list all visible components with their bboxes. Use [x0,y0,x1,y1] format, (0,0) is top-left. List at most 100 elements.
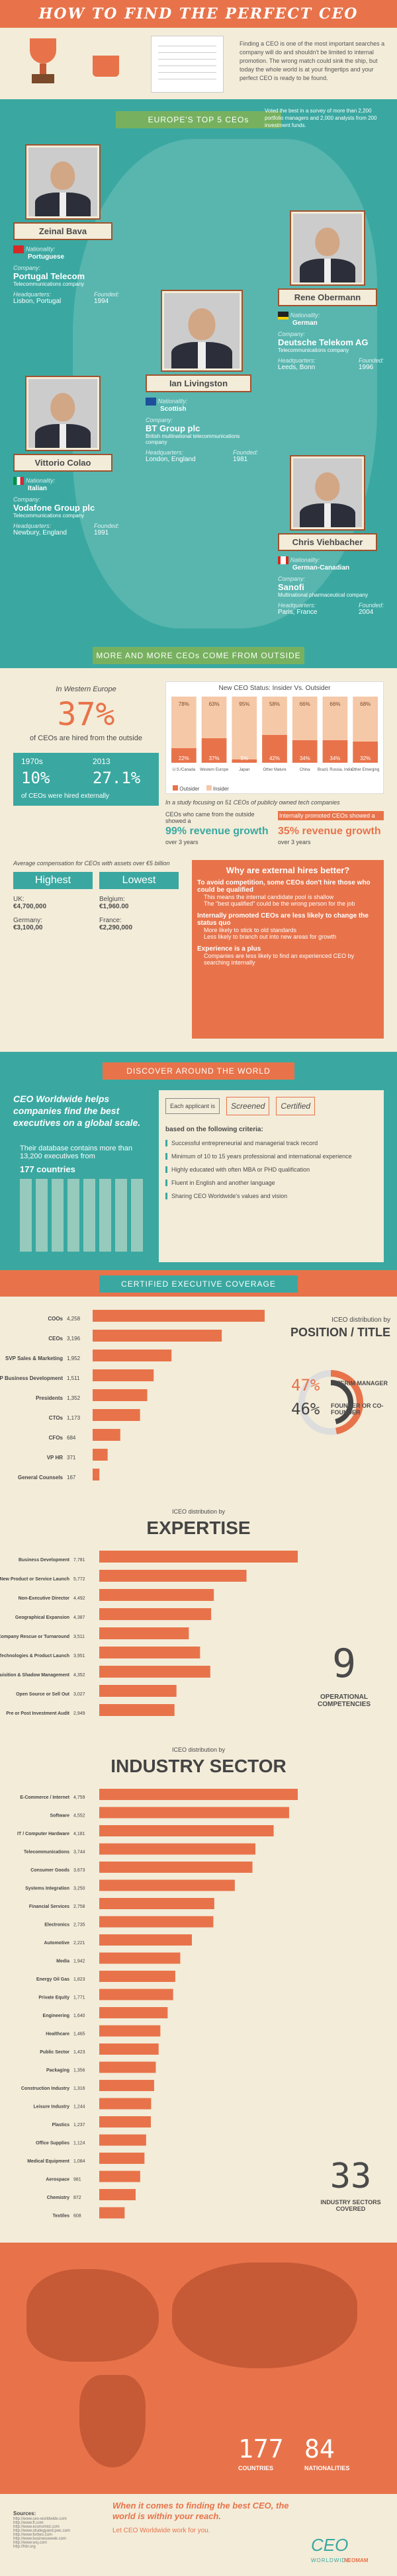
bar-value: 2,735 [73,1923,85,1928]
bar-category: Textiles [52,2214,69,2219]
bar-category: Company Rescue or Turnaround [0,1635,69,1639]
company-type: Telecommunications company [278,347,349,353]
status-chart: New CEO Status: Insider Vs. Outsider 78%… [165,681,384,794]
bar-value: 2,758 [73,1905,85,1909]
nat-label: NATIONALITIES [304,2465,350,2471]
bar [99,1704,175,1716]
ceo-name: Vittorio Colao [13,454,112,472]
category-label: Western Europe [200,768,229,772]
hq-label: Headquarters: [278,357,316,364]
ceo-card-chris-viehbacher: Chris Viehbacher Nationality: German-Can… [278,455,384,616]
why-point: The "best qualified" could be the wrong … [204,900,355,907]
company-value: BT Group plc [146,423,200,433]
countries-num: 177 [238,2434,284,2464]
hq-value: Newbury, England [13,529,67,537]
bar-value: 3,951 [73,1654,85,1658]
why-point: This means the internal candidate pool i… [204,894,334,900]
top-ceos-section: EUROPE'S TOP 5 CEOs Voted the best in a … [0,99,397,642]
operational-num: 9 [331,1641,357,1687]
bar-value: 4,759 [73,1795,85,1800]
nationality-value: Scottish [160,406,187,413]
bar-category: Media [56,1959,69,1964]
label-outsider: 34% [300,755,310,761]
bar [99,2134,146,2146]
bar [99,1608,212,1620]
header-section: HOW TO FIND THE PERFECT CEO Finding a CE… [0,0,397,99]
industry-chart-svg: E-Commerce / Internet 4,759 Software 4,552 I… [17,1789,298,2219]
company-label: Company: [146,417,173,423]
lowest-value: €2,290,000 [99,924,133,931]
coffee-mug-icon [93,56,119,77]
highest-country: UK: [13,896,24,903]
bar [93,1449,108,1461]
bar-value: 981 [73,2178,81,2182]
outside-period: over 3 years [165,839,198,845]
bar [99,1825,274,1836]
world-map [0,2243,397,2494]
bar-category: COOs [48,1316,63,1322]
founded-label: Founded: [93,291,119,298]
category-label: Brazil, Russia, India [318,768,353,772]
industry-caption: ICEO distribution by [171,1746,226,1753]
bar-value: 1,316 [73,2086,85,2091]
ceo-name: Chris Viehbacher [278,533,377,551]
company-label: Company: [13,265,41,271]
why-point: Experience is a plus [197,945,261,953]
bar-value: 167 [67,1475,76,1481]
outside-text: CEOs who came from the outside showed a [165,811,255,824]
position-caption: ICEO distribution by [331,1316,390,1324]
bar-value: 4,352 [73,1673,85,1678]
bar-value: 1,640 [73,2014,85,2018]
western-sub: of CEOs are hired from the outside [30,734,142,742]
study-text: In a study focusing on 51 CEOs of public… [165,799,340,806]
bar-value: 3,511 [73,1635,85,1639]
ceo-logo: CEO [311,2535,349,2555]
ceo-photo [25,376,101,451]
bar-value: 2,949 [73,1711,85,1716]
flags-grid [20,1179,146,1252]
bar [99,1879,235,1891]
bar [99,1551,298,1563]
bar-value: 4,181 [73,1832,85,1836]
title-bar [0,0,397,28]
bar [99,2153,145,2164]
expertise-caption: ICEO distribution by [171,1508,226,1515]
hq-label: Headquarters: [146,449,184,456]
bar-category: CFOs [49,1435,64,1441]
bar [99,1989,173,2000]
bar-value: 3,196 [67,1336,81,1342]
internal-period: over 3 years [278,839,311,845]
bar [99,2043,159,2055]
bar-value: 1,952 [67,1355,81,1361]
ceo-card-zeinal-bava: Zeinal Bava Nationality: Portuguese Comp… [13,144,119,305]
lowest-label: Lowest [99,872,179,889]
bar-value: 684 [67,1435,76,1441]
category-label: Japan [239,768,249,772]
why-point: More likely to stick to old standards [204,927,297,933]
bar [99,1570,247,1582]
label-insider: 58% [269,701,280,707]
bar-value: 5,772 [73,1577,85,1582]
bar-value: 1,771 [73,1996,85,2000]
lowest-value: €1,960.00 [99,903,129,910]
nationality-value: Italian [28,485,47,492]
company-value: Vodafone Group plc [13,503,95,513]
year2: 2013 [93,757,110,766]
bar-category: Plastics [52,2123,70,2127]
company-type: Telecommunications company [13,281,85,287]
bar [99,1952,181,1964]
label-insider: 78% [179,701,189,707]
bar-value: 1,124 [73,2141,85,2146]
nationality-value: German [292,320,318,327]
nationality-label: Nationality: [290,312,320,319]
credit-logo: NEOMAM [344,2557,369,2563]
year2-pct: 27.1% [93,769,141,787]
highest-country: Germany: [13,917,42,924]
tagline: When it comes to finding the best CEO, t… [112,2501,289,2521]
nationality-label: Nationality: [157,398,188,405]
donut-interim [298,1370,363,1435]
bar [93,1369,154,1381]
bar [99,1666,210,1678]
bar-category: Electronics [44,1923,69,1928]
internal-growth: 35% revenue growth [278,826,381,837]
